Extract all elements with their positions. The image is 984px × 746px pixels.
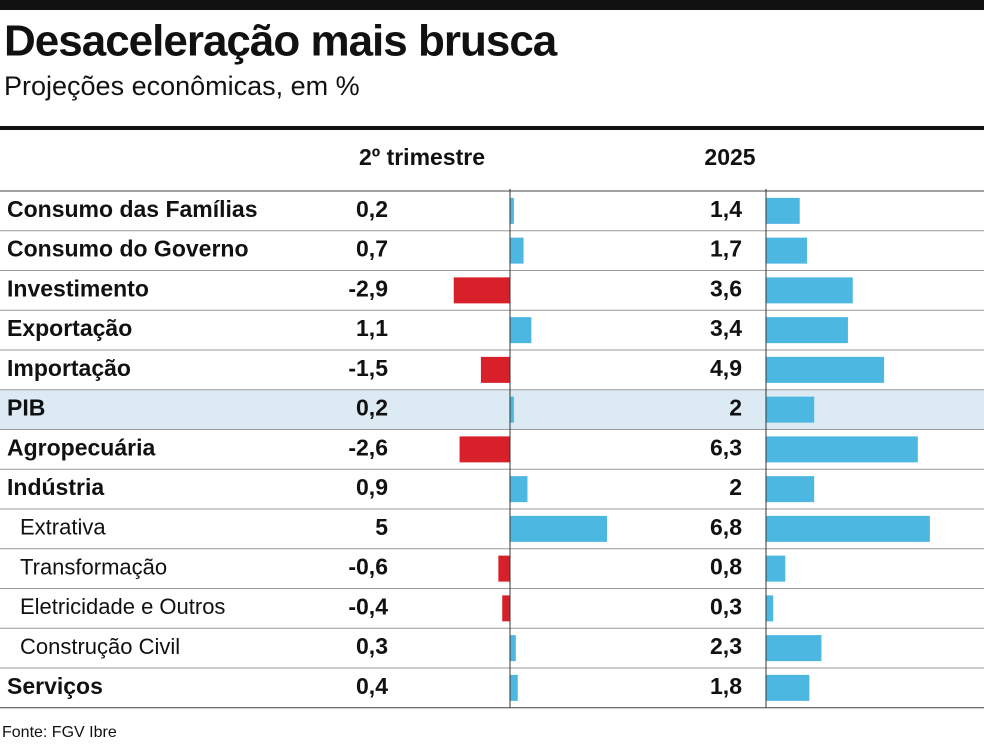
bar bbox=[766, 237, 807, 264]
value-label: 6,3 bbox=[710, 434, 742, 460]
chart-title: Desaceleração mais brusca bbox=[4, 17, 558, 66]
bar bbox=[510, 476, 528, 503]
row-label: Eletricidade e Outros bbox=[20, 594, 225, 619]
value-label: 0,9 bbox=[356, 474, 388, 500]
bar bbox=[510, 674, 518, 701]
bar bbox=[480, 356, 510, 383]
bar bbox=[766, 356, 885, 383]
bar bbox=[459, 436, 510, 463]
bar bbox=[766, 555, 786, 582]
bar bbox=[766, 515, 930, 542]
value-label: 0,3 bbox=[710, 593, 742, 619]
value-label: 0,2 bbox=[356, 395, 388, 421]
value-label: -0,6 bbox=[348, 554, 388, 580]
bar bbox=[766, 674, 810, 701]
bar bbox=[510, 515, 607, 542]
bar bbox=[766, 396, 815, 423]
row-label: Investimento bbox=[7, 275, 149, 301]
bar bbox=[498, 555, 510, 582]
row-label: Agropecuária bbox=[7, 434, 155, 460]
value-label: 2 bbox=[729, 474, 742, 500]
value-label: -1,5 bbox=[348, 355, 388, 381]
row-label: Indústria bbox=[7, 474, 104, 500]
value-label: 5 bbox=[375, 514, 388, 540]
top-rule bbox=[0, 0, 984, 10]
bar bbox=[766, 317, 848, 344]
value-label: 1,8 bbox=[710, 673, 742, 699]
bar bbox=[510, 317, 532, 344]
value-label: -0,4 bbox=[348, 593, 388, 619]
source: Fonte: FGV Ibre bbox=[2, 724, 117, 741]
row-label: Serviços bbox=[7, 673, 103, 699]
bar bbox=[766, 595, 774, 622]
bar bbox=[502, 595, 510, 622]
value-label: 3,6 bbox=[710, 275, 742, 301]
value-label: 4,9 bbox=[710, 355, 742, 381]
value-label: -2,9 bbox=[348, 275, 388, 301]
row-label: Exportação bbox=[7, 315, 132, 341]
row-label: Importação bbox=[7, 355, 131, 381]
row-label: PIB bbox=[7, 395, 45, 421]
bar bbox=[766, 277, 853, 304]
highlight-row bbox=[0, 389, 984, 430]
column-header: 2º trimestre bbox=[359, 144, 485, 170]
bar bbox=[510, 197, 514, 224]
value-label: 2 bbox=[729, 395, 742, 421]
row-label: Construção Civil bbox=[20, 634, 180, 659]
value-label: 1,1 bbox=[356, 315, 388, 341]
bar bbox=[766, 436, 918, 463]
bar bbox=[766, 476, 815, 503]
value-label: 0,2 bbox=[356, 196, 388, 222]
value-label: 0,7 bbox=[356, 236, 388, 262]
row-label: Consumo das Famílias bbox=[7, 196, 258, 222]
value-label: 2,3 bbox=[710, 633, 742, 659]
header-rule bbox=[0, 126, 984, 130]
bar bbox=[453, 277, 510, 304]
bar bbox=[766, 635, 822, 662]
value-label: 6,8 bbox=[710, 514, 742, 540]
value-label: 0,3 bbox=[356, 633, 388, 659]
value-label: 3,4 bbox=[710, 315, 742, 341]
bar bbox=[510, 237, 524, 264]
chart-subtitle: Projeções econômicas, em % bbox=[4, 71, 360, 101]
row-label: Extrativa bbox=[20, 515, 106, 540]
bar bbox=[510, 396, 514, 423]
value-label: 1,7 bbox=[710, 236, 742, 262]
value-label: 0,4 bbox=[356, 673, 388, 699]
bar bbox=[510, 635, 516, 662]
value-label: 1,4 bbox=[710, 196, 742, 222]
value-label: 0,8 bbox=[710, 554, 742, 580]
bar bbox=[766, 197, 800, 224]
column-header: 2025 bbox=[704, 144, 755, 170]
row-label: Transformação bbox=[20, 554, 167, 579]
value-label: -2,6 bbox=[348, 434, 388, 460]
row-label: Consumo do Governo bbox=[7, 236, 249, 262]
